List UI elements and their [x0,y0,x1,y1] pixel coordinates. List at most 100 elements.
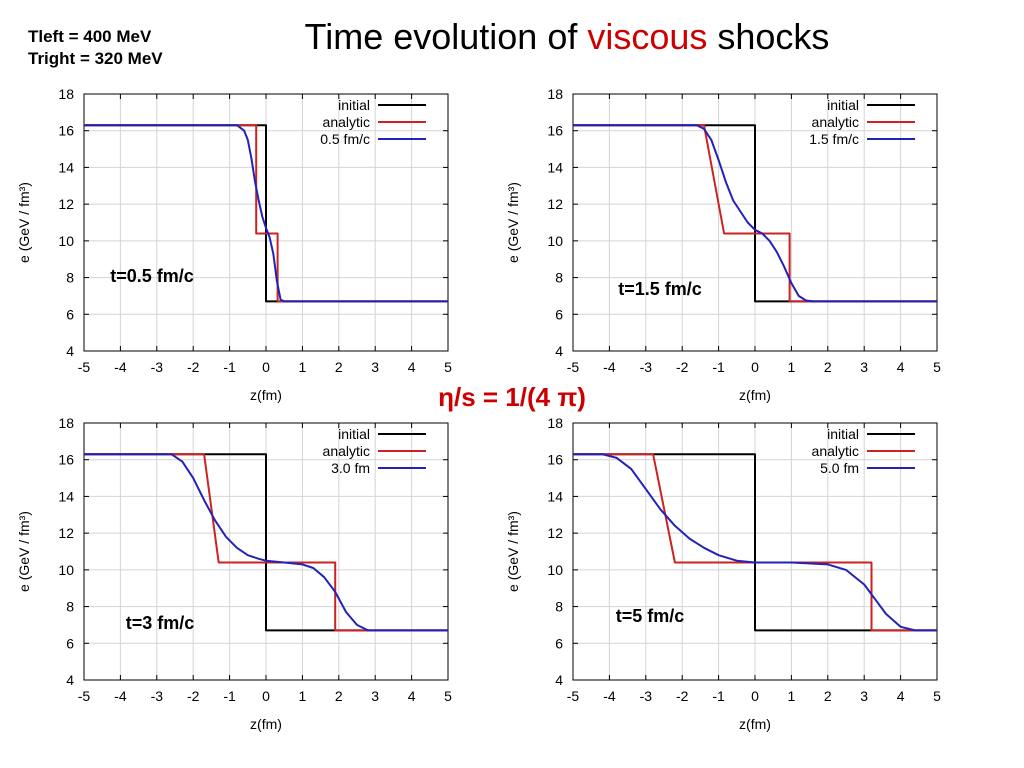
x-tick-label: 2 [335,688,343,704]
x-tick-label: -2 [676,359,689,375]
x-tick-label: 3 [860,688,868,704]
y-axis-label: e (GeV / fm³) [16,182,32,263]
y-tick-label: 6 [66,635,74,651]
y-tick-label: 10 [58,562,74,578]
series-line-initial [84,453,448,632]
x-tick-label: -4 [603,688,616,704]
legend-label: 3.0 fm [331,460,370,476]
viscosity-ratio-label: η/s = 1/(4 π) [438,382,586,412]
x-tick-label: 2 [335,359,343,375]
y-tick-label: 6 [555,635,563,651]
title-prefix: Time evolution of [304,16,588,57]
y-axis-label: e (GeV / fm³) [505,182,521,263]
x-tick-label: 0 [262,359,270,375]
time-annotation: t=3 fm/c [126,613,195,633]
y-tick-label: 14 [58,488,74,504]
y-tick-label: 16 [58,123,74,139]
series-line-initial [573,124,937,303]
y-tick-label: 18 [58,415,74,431]
x-tick-label: 1 [299,688,307,704]
x-axis-label: z(fm) [739,716,771,732]
x-tick-label: 5 [444,359,452,375]
x-tick-label: 1 [299,359,307,375]
y-tick-label: 16 [58,452,74,468]
legend-label: initial [338,97,370,113]
x-tick-label: 0 [262,688,270,704]
x-tick-label: 0 [751,688,759,704]
y-tick-label: 10 [58,233,74,249]
x-tick-label: 5 [933,688,941,704]
legend-label: 0.5 fm/c [320,131,370,147]
y-axis-label: e (GeV / fm³) [505,511,521,592]
y-tick-label: 18 [547,86,563,102]
y-axis-label: e (GeV / fm³) [16,511,32,592]
x-tick-label: -5 [78,688,91,704]
x-tick-label: -4 [114,359,127,375]
x-tick-label: 2 [824,359,832,375]
y-tick-label: 8 [555,270,563,286]
x-tick-label: -1 [712,359,725,375]
y-tick-label: 12 [58,525,74,541]
series-line-initial [573,453,937,632]
simulation-parameters: Tleft = 400 MeV Tright = 320 MeV [28,26,163,70]
y-tick-label: 8 [66,270,74,286]
legend-label: 5.0 fm [820,460,859,476]
x-axis-label: z(fm) [739,387,771,403]
page-title: Time evolution of viscous shocks [0,16,1024,58]
legend-label: initial [338,426,370,442]
y-tick-label: 18 [547,415,563,431]
x-tick-label: -5 [78,359,91,375]
series-line-3-0-fm [84,453,448,632]
x-tick-label: -3 [151,359,164,375]
y-tick-label: 18 [58,86,74,102]
x-tick-label: -3 [640,359,653,375]
x-tick-label: -4 [114,688,127,704]
y-tick-label: 10 [547,233,563,249]
legend-label: analytic [323,114,370,130]
param-tleft: Tleft = 400 MeV [28,27,152,46]
legend-label: initial [827,426,859,442]
x-tick-label: 3 [371,688,379,704]
y-tick-label: 8 [66,599,74,615]
series-line-0-5-fm-c [84,124,448,303]
legend-label: analytic [323,443,370,459]
y-tick-label: 6 [555,306,563,322]
x-tick-label: -5 [567,688,580,704]
time-annotation: t=1.5 fm/c [618,279,702,299]
y-tick-label: 12 [547,196,563,212]
x-axis-label: z(fm) [250,387,282,403]
y-tick-label: 4 [555,343,563,359]
x-tick-label: 5 [444,688,452,704]
legend-label: initial [827,97,859,113]
x-tick-label: -2 [187,359,200,375]
legend-label: analytic [812,443,859,459]
y-tick-label: 4 [66,343,74,359]
y-tick-label: 16 [547,123,563,139]
x-tick-label: -2 [187,688,200,704]
y-tick-label: 10 [547,562,563,578]
x-tick-label: 3 [371,359,379,375]
y-tick-label: 12 [547,525,563,541]
y-tick-label: 16 [547,452,563,468]
x-tick-label: -5 [567,359,580,375]
y-tick-label: 14 [58,159,74,175]
x-tick-label: -4 [603,359,616,375]
legend-label: analytic [812,114,859,130]
x-tick-label: 4 [408,359,416,375]
y-tick-label: 14 [547,488,563,504]
x-tick-label: 5 [933,359,941,375]
x-tick-label: 4 [408,688,416,704]
y-tick-label: 6 [66,306,74,322]
x-tick-label: 4 [897,688,905,704]
x-tick-label: -1 [223,359,236,375]
time-annotation: t=0.5 fm/c [110,266,194,286]
x-tick-label: -3 [151,688,164,704]
title-suffix: shocks [707,16,830,57]
x-axis-label: z(fm) [250,716,282,732]
x-tick-label: 3 [860,359,868,375]
